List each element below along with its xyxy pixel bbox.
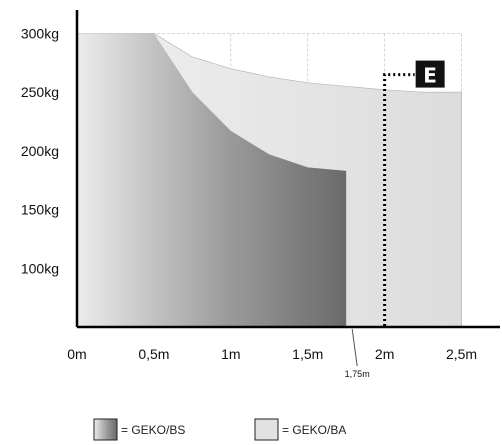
- annotation-175m-label: 1,75m: [345, 369, 370, 379]
- area-geko-bs: [77, 33, 347, 328]
- annotation-e: E: [383, 60, 445, 326]
- x-tick-labels: 0m 0,5m 1m 1,5m 2m 2,5m: [67, 346, 477, 362]
- y-tick-label-0: 100kg: [21, 260, 59, 276]
- x-tick-label-2: 1m: [221, 346, 240, 362]
- y-tick-label-2: 200kg: [21, 143, 59, 159]
- x-tick-label-0: 0m: [67, 346, 86, 362]
- x-tick-label-1: 0,5m: [138, 346, 169, 362]
- dotted-e-line: [383, 73, 415, 326]
- y-tick-label-1: 150kg: [21, 202, 59, 218]
- x-tick-label-3: 1,5m: [292, 346, 323, 362]
- legend-swatch-geko-bs: [93, 418, 118, 441]
- x-tick-label-5: 2,5m: [446, 346, 477, 362]
- e-badge: [415, 60, 445, 88]
- legend-label-geko-ba: = GEKO/BA: [282, 423, 346, 437]
- legend-swatch-geko-ba: [254, 418, 279, 441]
- y-tick-labels: 100kg 150kg 200kg 250kg 300kg: [21, 25, 59, 276]
- x-tick-label-4: 2m: [375, 346, 394, 362]
- annotation-175m: 1,75m: [345, 328, 370, 379]
- marker-175-line: [351, 328, 358, 367]
- legend-label-geko-bs: = GEKO/BS: [121, 423, 185, 437]
- y-tick-label-3: 250kg: [21, 84, 59, 100]
- e-badge-label: E: [423, 64, 437, 88]
- y-tick-label-4: 300kg: [21, 25, 59, 41]
- legend: = GEKO/BS = GEKO/BA: [93, 418, 346, 441]
